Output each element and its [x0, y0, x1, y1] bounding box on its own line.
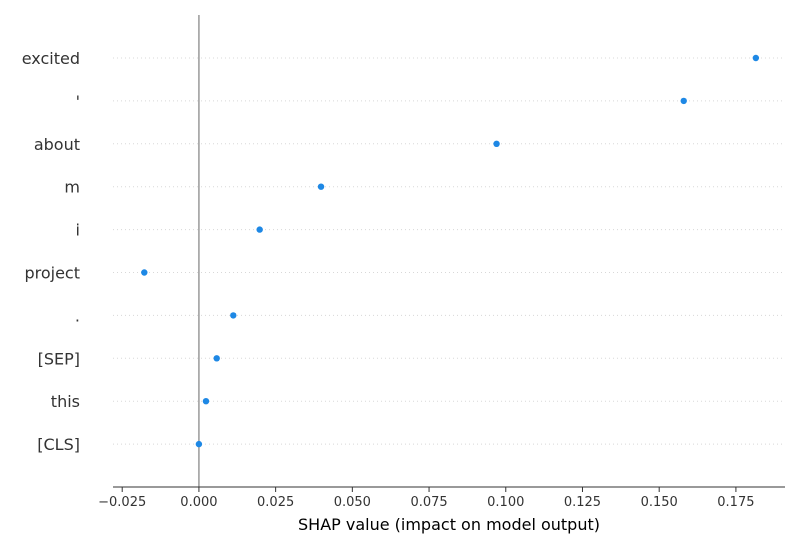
x-tick-label-0: −0.025: [98, 495, 146, 510]
x-axis-title: SHAP value (impact on model output): [298, 515, 600, 534]
point-9: [195, 440, 203, 448]
x-tick-label-3: 0.050: [334, 495, 371, 510]
x-tick-label-2: 0.025: [257, 495, 294, 510]
feature-label-6: .: [75, 306, 80, 325]
x-tick-label-4: 0.075: [410, 495, 447, 510]
feature-label-4: i: [76, 221, 80, 240]
point-2: [493, 140, 500, 147]
x-tick-label-8: 0.175: [717, 495, 754, 510]
x-tick-label-6: 0.125: [564, 495, 601, 510]
point-7: [213, 355, 220, 362]
feature-labels: excited ' about m i project. [SEP] this [CLS]: [22, 49, 80, 454]
point-8: [202, 398, 210, 405]
point-6: [230, 312, 237, 319]
feature-label-0: excited: [22, 49, 80, 68]
feature-label-1: ': [76, 92, 80, 111]
feature-label-8: this: [51, 392, 80, 411]
data-points: [141, 54, 760, 448]
feature-label-2: about: [34, 135, 80, 154]
point-5: [141, 269, 148, 276]
point-1: [680, 97, 687, 105]
feature-label-3: m: [64, 178, 80, 197]
feature-label-9: [CLS]: [37, 435, 80, 454]
point-3: [317, 183, 325, 190]
x-tick-label-5: 0.100: [487, 495, 524, 510]
x-tick-label-1: 0.000: [180, 495, 217, 510]
x-axis-ticks: −0.025 0.000 0.025 0.050 0.075 0.100 0.125 0.15…: [98, 487, 755, 510]
gridlines: [113, 57, 785, 445]
point-4: [256, 226, 263, 233]
point-0: [752, 54, 760, 62]
x-tick-label-7: 0.150: [641, 495, 678, 510]
feature-label-7: [SEP]: [38, 349, 80, 368]
feature-label-5: project: [24, 264, 80, 283]
